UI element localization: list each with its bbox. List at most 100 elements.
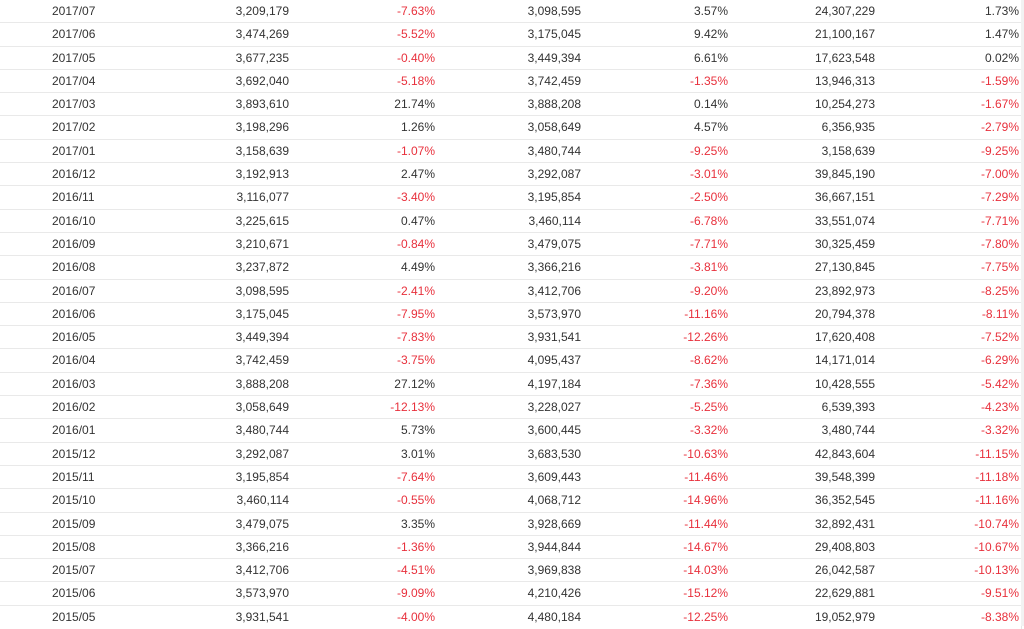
value-cell: -11.44% — [684, 516, 728, 531]
value-cell: 6.61% — [693, 50, 728, 65]
month-cell: 2015/08 — [52, 539, 96, 554]
value-cell: 3,573,970 — [235, 586, 289, 601]
month-cell: 2017/02 — [52, 120, 96, 135]
value-cell: 21,100,167 — [814, 27, 875, 42]
value-cell: 4.49% — [400, 260, 435, 275]
value-cell: -0.55% — [396, 493, 435, 508]
value-cell: -12.26% — [683, 330, 728, 345]
table-row: 2015/11 3,195,854 -7.64% 3,609,443 -11.46% 39… — [0, 466, 1021, 490]
month-cell: 2015/05 — [52, 609, 96, 624]
value-cell: -1.67% — [980, 97, 1019, 112]
value-cell: -15.12% — [683, 586, 728, 601]
table-row: 2015/07 3,412,706 -4.51% 3,969,838 -14.03% 26… — [0, 559, 1021, 583]
value-cell: -9.25% — [980, 143, 1019, 158]
value-cell: 3,098,595 — [527, 4, 581, 18]
value-cell: 4,480,184 — [527, 609, 581, 624]
value-cell: 1.47% — [984, 27, 1019, 42]
value-cell: -3.01% — [689, 167, 728, 182]
value-cell: -8.25% — [980, 283, 1019, 298]
value-cell: -7.75% — [980, 260, 1019, 275]
month-cell: 2016/09 — [52, 236, 96, 251]
value-cell: 32,892,431 — [814, 516, 875, 531]
value-cell: -7.52% — [980, 330, 1019, 345]
value-cell: 2.47% — [400, 167, 435, 182]
value-cell: 3,888,208 — [527, 97, 581, 112]
value-cell: -7.83% — [396, 330, 435, 345]
value-cell: 3,192,913 — [235, 167, 289, 182]
value-cell: 3,237,872 — [235, 260, 289, 275]
table-row: 2016/04 3,742,459 -3.75% 4,095,437 -8.62% 14,… — [0, 349, 1021, 373]
value-cell: 3,573,970 — [527, 306, 581, 321]
value-cell: -11.16% — [684, 306, 728, 321]
value-cell: 24,307,229 — [814, 4, 875, 18]
value-cell: 3,609,443 — [527, 469, 581, 484]
value-cell: 13,946,313 — [814, 73, 875, 88]
value-cell: 23,892,973 — [814, 283, 875, 298]
value-cell: 6,356,935 — [821, 120, 875, 135]
table-row: 2015/08 3,366,216 -1.36% 3,944,844 -14.67% 29… — [0, 536, 1021, 560]
value-cell: 27.12% — [394, 376, 435, 391]
value-cell: 3,209,179 — [235, 4, 289, 18]
value-cell: 5.73% — [400, 423, 435, 438]
value-cell: 3,888,208 — [235, 376, 289, 391]
value-cell: -7.36% — [689, 376, 728, 391]
value-cell: -4.23% — [980, 400, 1019, 415]
value-cell: 3,969,838 — [527, 563, 581, 578]
value-cell: 3,474,269 — [235, 27, 289, 42]
value-cell: 3,366,216 — [235, 539, 289, 554]
value-cell: 39,548,399 — [814, 469, 875, 484]
value-cell: 33,551,074 — [814, 213, 875, 228]
value-cell: 39,845,190 — [814, 167, 875, 182]
value-cell: 3,175,045 — [527, 27, 581, 42]
value-cell: 10,254,273 — [814, 97, 875, 112]
vertical-scrollbar[interactable] — [1021, 0, 1024, 626]
value-cell: 3,692,040 — [235, 73, 289, 88]
value-cell: 4,197,184 — [527, 376, 581, 391]
value-cell: 3.57% — [693, 4, 728, 18]
value-cell: 26,042,587 — [814, 563, 875, 578]
value-cell: -4.00% — [396, 609, 435, 624]
value-cell: -11.18% — [975, 469, 1019, 484]
value-cell: 3.35% — [400, 516, 435, 531]
value-cell: -1.35% — [689, 73, 728, 88]
value-cell: 3,683,530 — [527, 446, 581, 461]
value-cell: -2.41% — [396, 283, 435, 298]
value-cell: -8.38% — [980, 609, 1019, 624]
value-cell: -3.81% — [689, 260, 728, 275]
value-cell: -9.51% — [980, 586, 1019, 601]
table-row: 2016/10 3,225,615 0.47% 3,460,114 -6.78% 33,5… — [0, 210, 1021, 233]
value-cell: -6.29% — [980, 353, 1019, 368]
table-row: 2015/10 3,460,114 -0.55% 4,068,712 -14.96% 36… — [0, 489, 1021, 513]
value-cell: -3.40% — [396, 190, 435, 205]
value-cell: -10.67% — [974, 539, 1019, 554]
value-cell: -7.00% — [980, 167, 1019, 182]
month-cell: 2017/07 — [52, 4, 96, 18]
value-cell: 3,480,744 — [235, 423, 289, 438]
value-cell: 3,225,615 — [235, 213, 289, 228]
value-cell: 3,058,649 — [235, 400, 289, 415]
value-cell: -7.95% — [396, 306, 435, 321]
value-cell: 14,171,014 — [814, 353, 875, 368]
value-cell: -2.50% — [689, 190, 728, 205]
value-cell: 10,428,555 — [814, 376, 875, 391]
value-cell: 3,116,077 — [236, 190, 290, 205]
value-cell: 3,677,235 — [235, 50, 289, 65]
month-cell: 2015/09 — [52, 516, 96, 531]
month-cell: 2016/04 — [52, 353, 96, 368]
table-row: 2017/05 3,677,235 -0.40% 3,449,394 6.61% 17,6… — [0, 47, 1021, 70]
table-row: 2016/09 3,210,671 -0.84% 3,479,075 -7.71% 30,… — [0, 233, 1021, 257]
value-cell: -3.32% — [980, 423, 1019, 438]
value-cell: 3,480,744 — [527, 143, 581, 158]
value-cell: -8.62% — [689, 353, 728, 368]
value-cell: 3,158,639 — [235, 143, 289, 158]
month-cell: 2016/03 — [52, 376, 96, 391]
value-cell: -3.32% — [689, 423, 728, 438]
value-cell: -2.79% — [980, 120, 1019, 135]
value-cell: 3,742,459 — [527, 73, 581, 88]
table-row: 2016/12 3,192,913 2.47% 3,292,087 -3.01% 39,8… — [0, 163, 1021, 187]
value-cell: -11.15% — [975, 446, 1019, 461]
value-cell: 3,158,639 — [821, 143, 875, 158]
table-row: 2016/07 3,098,595 -2.41% 3,412,706 -9.20% 23,… — [0, 280, 1021, 303]
value-cell: 21.74% — [394, 97, 435, 112]
